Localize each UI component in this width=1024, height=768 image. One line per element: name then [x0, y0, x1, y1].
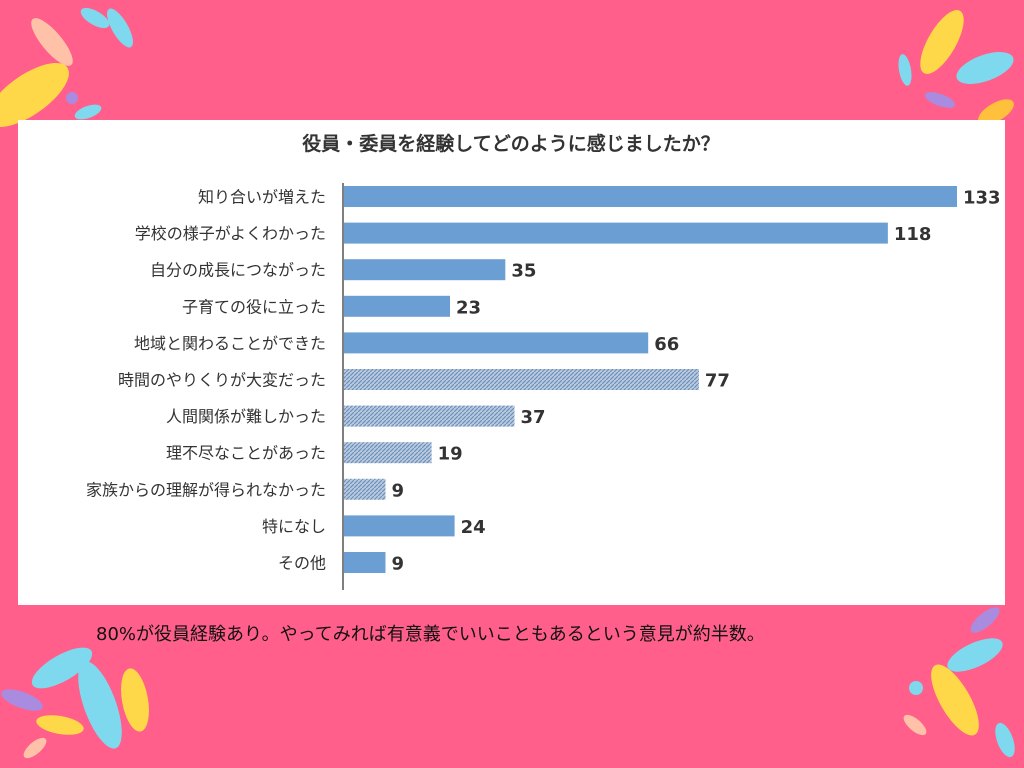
decor-drop-peach — [903, 714, 927, 736]
bar — [344, 478, 386, 500]
category-label: その他 — [278, 554, 326, 573]
bar — [344, 186, 957, 207]
value-label: 118 — [894, 224, 932, 245]
decor-drop-cyan — [995, 722, 1015, 758]
decor-drop-purple — [1, 689, 43, 711]
chart-title: 役員・委員を経験してどのように感じましたか？ — [302, 132, 719, 155]
decor-drop-yellow — [931, 664, 979, 736]
decor-drop-cyan — [80, 7, 110, 29]
value-label: 9 — [391, 480, 404, 501]
value-label: 19 — [438, 444, 463, 465]
category-label: 知り合いが増えた — [198, 188, 326, 207]
value-label: 66 — [654, 334, 679, 355]
bar — [344, 552, 386, 573]
bar-chart: 役員・委員を経験してどのように感じましたか？ 知り合いが増えた 133 学校の様子が… — [86, 132, 1001, 590]
decor-dot-cyan — [909, 681, 923, 695]
category-label: 時間のやりくりが大変だった — [118, 371, 326, 390]
decor-drop-cyan — [956, 52, 1014, 84]
value-label: 23 — [456, 297, 481, 318]
value-label: 77 — [705, 371, 730, 392]
bar — [344, 515, 455, 537]
bar — [344, 332, 649, 354]
category-label: 特になし — [262, 517, 326, 536]
bar — [344, 369, 699, 390]
category-label: 自分の成長につながった — [150, 261, 326, 280]
category-label: 理不尽なことがあった — [166, 444, 326, 463]
decor-drop-cyan — [898, 54, 912, 86]
value-label: 37 — [521, 407, 546, 428]
category-label: 地域と関わることができた — [134, 334, 326, 353]
bar — [344, 259, 506, 281]
decor-drop-purple — [924, 92, 956, 108]
decor-drop-yellow — [36, 715, 84, 735]
chart-panel: 役員・委員を経験してどのように感じましたか？ 知り合いが増えた 133 学校の様子が… — [18, 120, 1005, 605]
category-label: 学校の様子がよくわかった — [135, 224, 326, 243]
value-label: 24 — [461, 517, 486, 538]
bar — [344, 295, 451, 317]
decor-drop-cyan — [107, 8, 133, 48]
decor-drop-cyan — [947, 638, 1003, 672]
decor-dot-purple — [66, 92, 78, 104]
decor-drop-yellow — [978, 99, 1014, 125]
category-label: 子育ての役に立った — [182, 297, 326, 316]
decor-drop-purple — [970, 607, 1000, 633]
decor-drop-cyan — [31, 647, 93, 689]
bar — [344, 442, 432, 464]
decor-drop-cyan — [78, 661, 122, 749]
bar — [344, 222, 888, 244]
caption-text: 80%が役員経験あり。やってみれば有意義でいいこともあるという意見が約半数。 — [96, 624, 765, 645]
category-label: 家族からの理解が得られなかった — [86, 480, 326, 499]
decor-drop-yellow — [121, 668, 149, 732]
decor-drop-yellow — [0, 62, 69, 128]
value-label: 35 — [511, 261, 536, 282]
value-label: 9 — [391, 554, 404, 575]
decor-drop-cyan — [74, 104, 102, 120]
value-label: 133 — [963, 188, 1001, 209]
decor-drop-peach — [31, 18, 73, 66]
decor-drop-yellow — [920, 10, 964, 74]
bar — [344, 405, 515, 427]
category-label: 人間関係が難しかった — [166, 407, 326, 426]
decor-drop-peach — [23, 737, 47, 759]
